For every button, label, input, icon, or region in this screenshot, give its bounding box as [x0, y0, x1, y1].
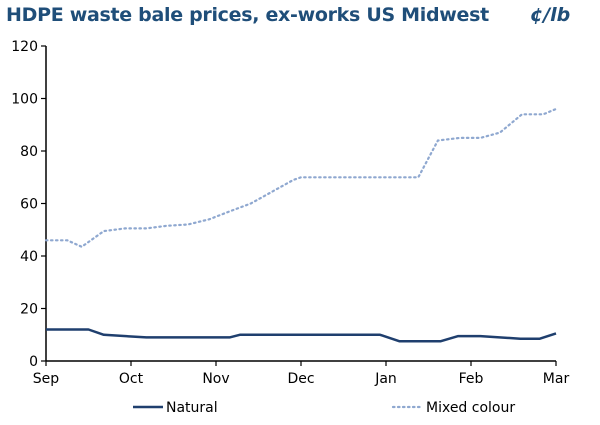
legend-label: Mixed colour: [426, 400, 515, 416]
x-tick-label: Sep: [33, 371, 60, 387]
x-tick-label: Jan: [374, 371, 397, 387]
series-line-natural: [46, 328, 557, 343]
x-tick-label: Dec: [287, 371, 314, 387]
unit-label: ¢/lb: [530, 4, 571, 26]
series-line-mixed-colour: [44, 107, 558, 248]
x-tick-label: Nov: [202, 371, 229, 387]
x-tick-label: Oct: [119, 371, 144, 387]
y-tick-label: 80: [20, 144, 38, 160]
y-tick-label: 20: [20, 302, 38, 318]
chart-title: HDPE waste bale prices, ex-works US Midw…: [6, 4, 489, 26]
x-tick-label: Feb: [459, 371, 484, 387]
legend-label: Natural: [166, 400, 218, 416]
y-tick-label: 100: [11, 92, 38, 108]
y-tick-label: 40: [20, 249, 38, 265]
y-tick-label: 120: [11, 39, 38, 55]
x-tick-label: Mar: [543, 371, 570, 387]
y-tick-label: 0: [29, 354, 38, 370]
y-tick-label: 60: [20, 197, 38, 213]
